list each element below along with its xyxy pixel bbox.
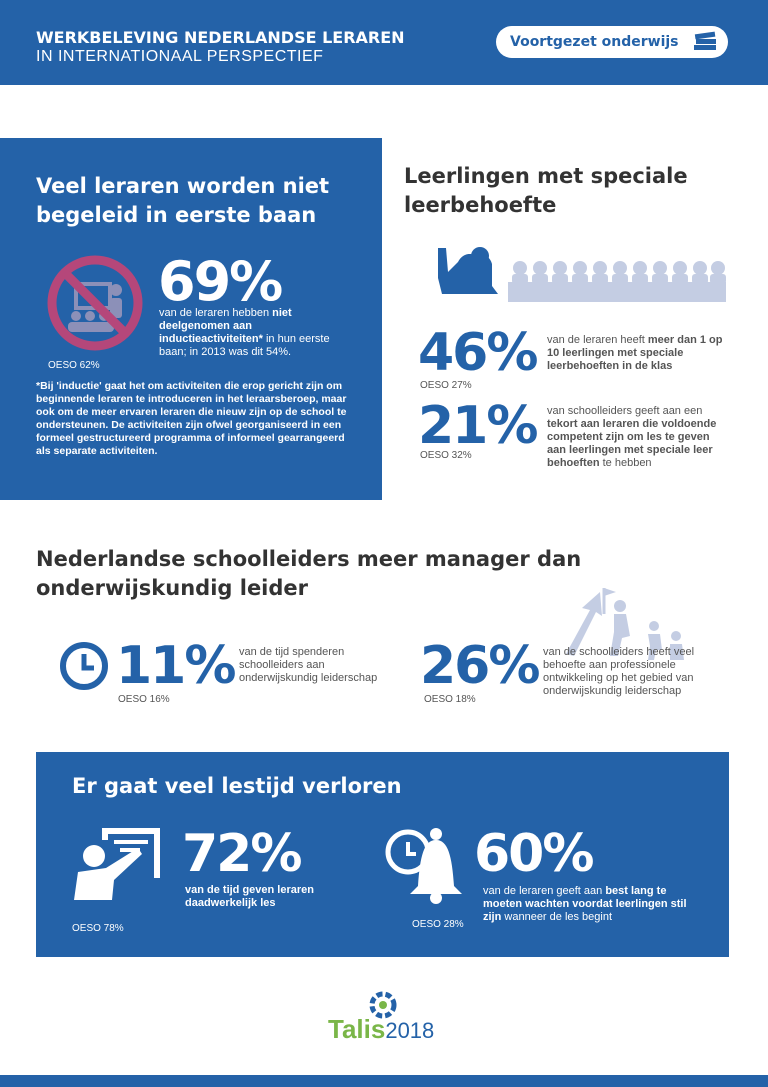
special-desc1: van de leraren heeft meer dan 1 op 10 le… <box>547 334 723 372</box>
lesson-stat2: 60% <box>474 824 594 884</box>
books-icon <box>692 31 718 57</box>
page-title-line2: IN INTERNATIONAAL PERSPECTIEF <box>36 48 324 65</box>
teacher-board-icon <box>72 826 162 906</box>
special-stat2: 21% <box>418 396 538 456</box>
lesson-panel <box>36 752 729 957</box>
leaders-stat1: 11% <box>116 636 236 696</box>
bell-clock-icon <box>384 826 468 910</box>
lesson-desc1: van de tijd geven leraren daadwerkelijk … <box>185 884 314 909</box>
leaders-desc1: van de tijd spenderen schoolleiders aan … <box>239 646 378 684</box>
lesson-desc2: van de leraren geeft aan best lang te mo… <box>483 885 687 923</box>
special-stat1: 46% <box>418 323 538 383</box>
induction-heading: Veel leraren worden niet begeleid in eer… <box>36 174 330 227</box>
no-induction-icon <box>46 254 144 356</box>
special-heading: Leerlingen met speciale leerbehoefte <box>404 164 688 217</box>
induction-oeso: OESO 62% <box>48 360 100 371</box>
induction-desc: van de leraren hebben niet deelgenomen a… <box>159 307 330 358</box>
induction-stat: 69% <box>158 250 283 313</box>
clock-icon <box>58 640 110 696</box>
special-oeso2: OESO 32% <box>420 450 472 461</box>
page-title-line1: WERKBELEVING NEDERLANDSE LERAREN <box>36 28 405 47</box>
level-badge: Voortgezet onderwijs <box>496 26 728 58</box>
leaders-stat2: 26% <box>420 636 540 696</box>
leaders-heading: Nederlandse schoolleiders meer manager d… <box>36 547 582 600</box>
special-oeso1: OESO 27% <box>420 380 472 391</box>
induction-footnote: *Bij 'inductie' gaat het om activiteiten… <box>36 380 347 457</box>
climbing-figures-icon <box>560 584 690 666</box>
lesson-stat1: 72% <box>182 824 302 884</box>
leaders-desc2: van de schoolleiders heeft veel behoefte… <box>543 646 695 697</box>
bottom-bar <box>0 1075 768 1087</box>
induction-panel <box>0 138 382 500</box>
leaders-oeso1: OESO 16% <box>118 694 170 705</box>
talis-logo-year: 2018 <box>385 1018 435 1043</box>
lesson-heading: Er gaat veel lestijd verloren <box>72 774 402 798</box>
special-desc2: van schoolleiders geeft aan een tekort a… <box>547 405 717 469</box>
talis-logo: Talis2018 <box>328 1014 434 1045</box>
lesson-oeso1: OESO 78% <box>72 923 124 934</box>
lesson-oeso2: OESO 28% <box>412 919 464 930</box>
level-badge-label: Voortgezet onderwijs <box>510 34 679 50</box>
raised-hand-icon <box>432 242 732 308</box>
talis-logo-text: Talis <box>328 1014 386 1044</box>
talis-logo-icon <box>368 990 398 1024</box>
leaders-oeso2: OESO 18% <box>424 694 476 705</box>
